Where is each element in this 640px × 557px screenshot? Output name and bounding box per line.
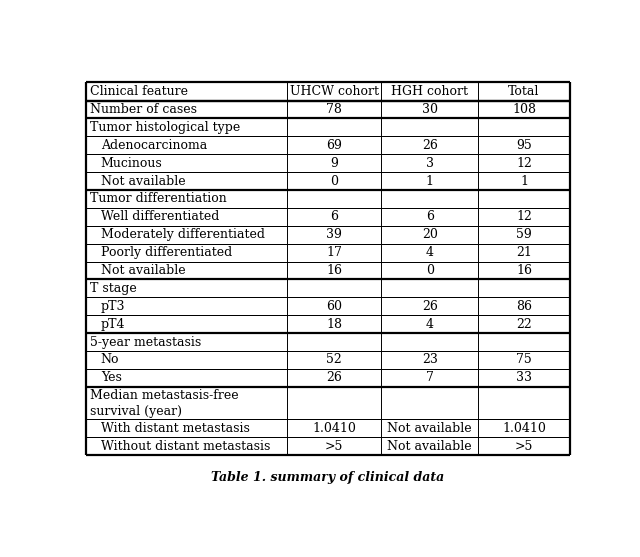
Text: Not available: Not available (101, 174, 186, 188)
Text: 21: 21 (516, 246, 532, 259)
Text: 5-year metastasis: 5-year metastasis (90, 336, 201, 349)
Text: 9: 9 (330, 157, 338, 170)
Text: Number of cases: Number of cases (90, 103, 197, 116)
Text: 30: 30 (422, 103, 438, 116)
Text: Mucinous: Mucinous (101, 157, 163, 170)
Text: 17: 17 (326, 246, 342, 259)
Text: 0: 0 (330, 174, 338, 188)
Text: Without distant metastasis: Without distant metastasis (101, 439, 270, 452)
Text: 16: 16 (516, 264, 532, 277)
Text: Total: Total (508, 85, 540, 97)
Text: 16: 16 (326, 264, 342, 277)
Text: Adenocarcinoma: Adenocarcinoma (101, 139, 207, 152)
Text: Tumor histological type: Tumor histological type (90, 121, 240, 134)
Text: Moderately differentiated: Moderately differentiated (101, 228, 265, 241)
Text: pT4: pT4 (101, 317, 125, 331)
Text: 59: 59 (516, 228, 532, 241)
Text: 86: 86 (516, 300, 532, 313)
Text: 4: 4 (426, 317, 434, 331)
Text: 26: 26 (422, 139, 438, 152)
Text: 39: 39 (326, 228, 342, 241)
Text: 95: 95 (516, 139, 532, 152)
Text: Clinical feature: Clinical feature (90, 85, 188, 97)
Text: 78: 78 (326, 103, 342, 116)
Text: 26: 26 (422, 300, 438, 313)
Text: Poorly differentiated: Poorly differentiated (101, 246, 232, 259)
Text: HGH cohort: HGH cohort (391, 85, 468, 97)
Text: 18: 18 (326, 317, 342, 331)
Text: >5: >5 (325, 439, 343, 452)
Text: 23: 23 (422, 354, 438, 367)
Text: Tumor differentiation: Tumor differentiation (90, 193, 227, 206)
Text: Not available: Not available (101, 264, 186, 277)
Text: 6: 6 (330, 211, 338, 223)
Text: Table 1. summary of clinical data: Table 1. summary of clinical data (211, 471, 445, 484)
Text: 6: 6 (426, 211, 434, 223)
Text: 1.0410: 1.0410 (502, 422, 546, 434)
Text: 3: 3 (426, 157, 434, 170)
Text: Not available: Not available (387, 439, 472, 452)
Text: 52: 52 (326, 354, 342, 367)
Text: With distant metastasis: With distant metastasis (101, 422, 250, 434)
Text: 12: 12 (516, 211, 532, 223)
Text: 20: 20 (422, 228, 438, 241)
Text: pT3: pT3 (101, 300, 125, 313)
Text: Well differentiated: Well differentiated (101, 211, 220, 223)
Text: Median metastasis-free
survival (year): Median metastasis-free survival (year) (90, 389, 239, 418)
Text: UHCW cohort: UHCW cohort (289, 85, 378, 97)
Text: Not available: Not available (387, 422, 472, 434)
Text: 108: 108 (512, 103, 536, 116)
Text: T stage: T stage (90, 282, 137, 295)
Text: 33: 33 (516, 372, 532, 384)
Text: 4: 4 (426, 246, 434, 259)
Text: 12: 12 (516, 157, 532, 170)
Text: 75: 75 (516, 354, 532, 367)
Text: 1.0410: 1.0410 (312, 422, 356, 434)
Text: 22: 22 (516, 317, 532, 331)
Text: 0: 0 (426, 264, 434, 277)
Text: 7: 7 (426, 372, 433, 384)
Text: 26: 26 (326, 372, 342, 384)
Text: >5: >5 (515, 439, 533, 452)
Text: 1: 1 (426, 174, 434, 188)
Text: 1: 1 (520, 174, 528, 188)
Text: Yes: Yes (101, 372, 122, 384)
Text: No: No (101, 354, 119, 367)
Text: 60: 60 (326, 300, 342, 313)
Text: 69: 69 (326, 139, 342, 152)
